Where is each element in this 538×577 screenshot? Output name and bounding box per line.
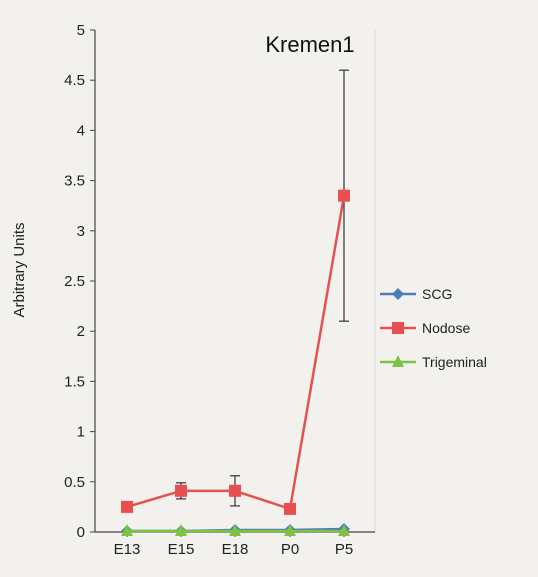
y-tick-label: 3.5 [64, 173, 85, 190]
chart-series [121, 69, 350, 537]
x-tick-labels: E13 E15 E18 P0 P5 [114, 541, 354, 558]
y-tick-label: 0 [77, 524, 85, 541]
y-tick-label: 3 [77, 223, 85, 240]
y-tick-label: 5 [77, 22, 85, 39]
legend-item-scg: SCG [380, 286, 452, 302]
x-tick-label: E18 [222, 541, 249, 558]
data-point-square [229, 484, 241, 497]
y-tick-label: 1 [77, 424, 85, 441]
legend-label: SCG [422, 286, 452, 302]
y-tick-label: 0.5 [64, 474, 85, 491]
y-tick-label: 2.5 [64, 273, 85, 290]
data-point-triangle [284, 523, 296, 536]
chart-legend: SCG Nodose Trigeminal [380, 286, 487, 370]
x-tick-label: E15 [168, 541, 195, 558]
data-point-triangle [175, 523, 187, 536]
data-point-diamond [392, 288, 404, 300]
data-point-triangle [392, 355, 404, 367]
x-tick-label: E13 [114, 541, 141, 558]
data-point-square [121, 500, 133, 513]
plot-area [95, 30, 375, 532]
legend-item-trigeminal: Trigeminal [380, 354, 487, 370]
chart-title: Kremen1 [265, 32, 354, 57]
data-point-triangle [121, 523, 133, 536]
data-point-square [338, 189, 350, 202]
legend-item-nodose: Nodose [380, 320, 470, 336]
y-tick-label: 4.5 [64, 72, 85, 89]
y-tick-label: 4 [77, 122, 85, 139]
data-point-triangle [229, 523, 241, 536]
data-point-triangle [338, 523, 350, 536]
chart-axes [90, 29, 376, 537]
y-tick-labels: 0 0.5 1 1.5 2 2.5 3 3.5 4 4.5 5 [64, 22, 85, 541]
y-tick-label: 2 [77, 323, 85, 340]
data-point-square [175, 484, 187, 497]
x-tick-label: P0 [281, 541, 299, 558]
series-nodose [121, 69, 350, 515]
x-tick-label: P5 [335, 541, 353, 558]
legend-label: Nodose [422, 320, 470, 336]
series-trigeminal [121, 523, 350, 536]
legend-label: Trigeminal [422, 354, 487, 370]
data-point-square [392, 322, 404, 334]
y-tick-label: 1.5 [64, 373, 85, 390]
y-axis-label: Arbitrary Units [11, 222, 28, 317]
data-point-square [284, 502, 296, 515]
